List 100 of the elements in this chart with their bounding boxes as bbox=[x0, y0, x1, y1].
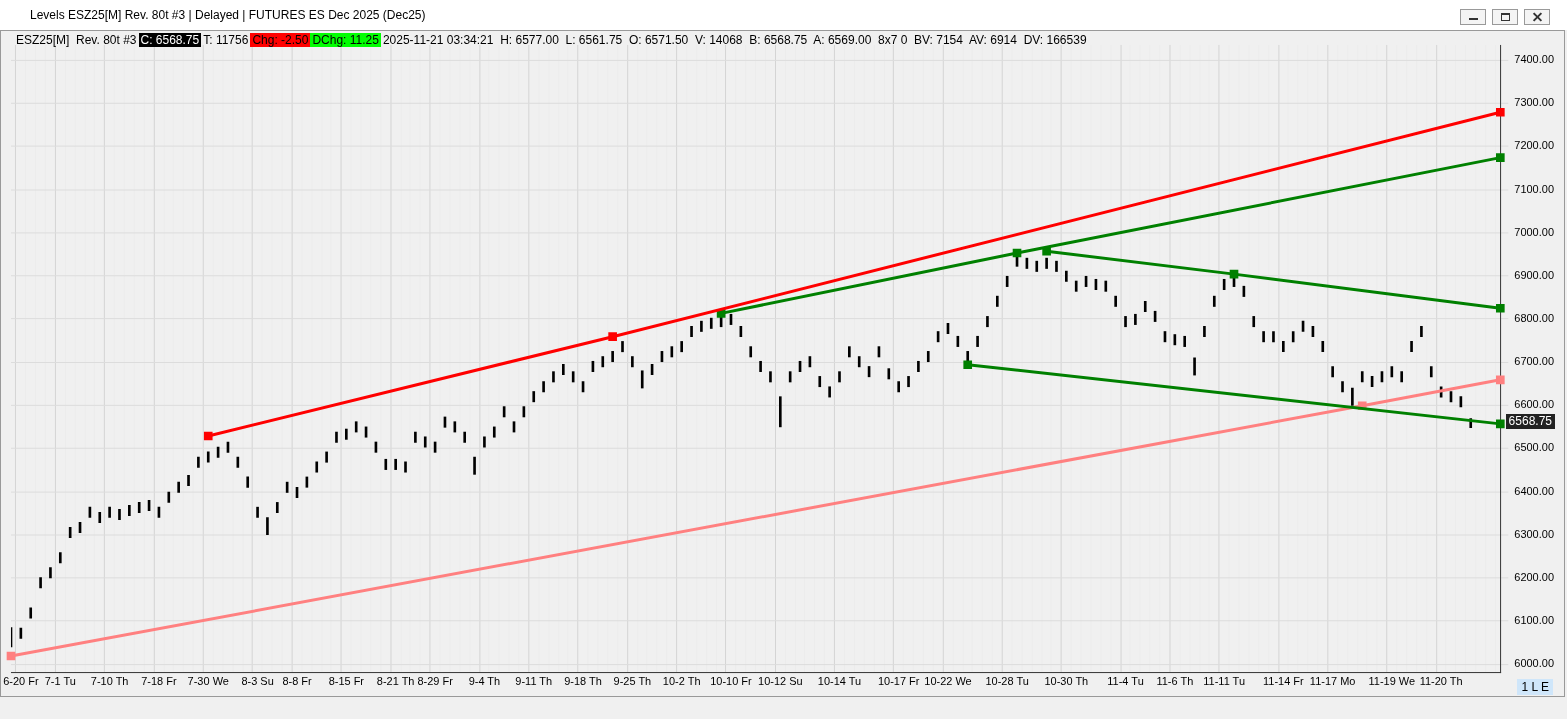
bar bbox=[423, 436, 427, 448]
bar bbox=[315, 461, 319, 473]
x-tick-label: 8-15 Fr bbox=[328, 675, 365, 688]
bar bbox=[788, 371, 792, 383]
bar bbox=[552, 371, 555, 383]
y-tick-label: 7300.00 bbox=[1514, 96, 1554, 109]
x-tick-label: 9-4 Th bbox=[468, 675, 501, 688]
bar bbox=[857, 356, 861, 368]
point bbox=[1042, 246, 1051, 256]
point bbox=[1495, 153, 1505, 162]
bar bbox=[1321, 341, 1325, 353]
bar bbox=[838, 371, 841, 383]
bar bbox=[995, 295, 999, 307]
bar bbox=[483, 436, 486, 448]
y-tick-label: 6600.00 bbox=[1514, 398, 1554, 411]
annotation: Chg: -2.50 bbox=[250, 33, 311, 47]
bar bbox=[621, 341, 624, 353]
y-tick-label: 7100.00 bbox=[1514, 182, 1554, 195]
bar bbox=[1429, 366, 1433, 378]
bar bbox=[1262, 331, 1265, 343]
y-tick-label: 7200.00 bbox=[1514, 139, 1554, 152]
point bbox=[203, 431, 213, 441]
x-tick-label: 11-17 Mo bbox=[1309, 675, 1356, 688]
annotation: ESZ25[M] Rev. 80t #3 bbox=[15, 33, 138, 47]
x-tick-label: 8-29 Fr bbox=[417, 675, 454, 688]
point bbox=[1012, 248, 1022, 258]
bar bbox=[167, 491, 171, 503]
bar bbox=[325, 451, 328, 463]
bar bbox=[690, 326, 693, 338]
x-tick-label: 11-4 Tu bbox=[1107, 675, 1144, 688]
bar bbox=[473, 456, 476, 475]
bar bbox=[1104, 280, 1108, 292]
bar bbox=[453, 421, 457, 433]
y-tick-label: 6300.00 bbox=[1514, 527, 1554, 540]
bar bbox=[1341, 381, 1344, 393]
bar bbox=[670, 346, 674, 358]
bar bbox=[492, 426, 496, 438]
bar bbox=[709, 317, 713, 329]
x-tick-label: 7-18 Fr bbox=[141, 675, 177, 688]
bar bbox=[354, 421, 358, 433]
x-tick-label: 7-10 Th bbox=[90, 675, 129, 688]
bar bbox=[1212, 295, 1216, 307]
y-tick-label: 6800.00 bbox=[1514, 312, 1554, 325]
x-tick-label: 7-1 Tu bbox=[44, 675, 76, 688]
bar bbox=[1143, 300, 1147, 312]
y-tick-label: 7400.00 bbox=[1514, 53, 1554, 66]
bar bbox=[187, 474, 190, 486]
bar bbox=[818, 376, 822, 388]
y-tick-label: 6400.00 bbox=[1514, 484, 1554, 497]
bar bbox=[640, 370, 644, 389]
bar bbox=[118, 508, 121, 520]
bar bbox=[769, 371, 772, 383]
x-tick-label: 11-20 Th bbox=[1419, 675, 1463, 688]
point bbox=[1495, 107, 1505, 117]
chart-title: Levels ESZ25[M] Rev. 80t #3 | Delayed | FUTURES ES Dec 2025 (Dec25) bbox=[30, 7, 426, 24]
bar bbox=[631, 356, 634, 368]
point bbox=[608, 332, 617, 342]
bar bbox=[1272, 331, 1275, 343]
bar bbox=[177, 481, 180, 493]
y-tick-label: 6100.00 bbox=[1514, 614, 1554, 627]
bar bbox=[561, 363, 565, 375]
bar bbox=[778, 396, 782, 428]
x-tick-label: 8-8 Fr bbox=[282, 675, 312, 688]
point bbox=[1229, 269, 1239, 279]
x-tick-label: 10-30 Th bbox=[1044, 675, 1089, 688]
bar bbox=[1124, 316, 1127, 328]
bar bbox=[887, 368, 891, 380]
bar bbox=[137, 502, 141, 514]
bar bbox=[700, 320, 703, 332]
bar bbox=[58, 552, 62, 564]
bar bbox=[1351, 387, 1354, 406]
bar bbox=[335, 431, 338, 443]
bar bbox=[206, 451, 210, 463]
annotation: DChg: 11.25 bbox=[310, 33, 381, 47]
y-tick-label: 6700.00 bbox=[1514, 355, 1554, 368]
x-tick-label: 8-21 Th bbox=[376, 675, 415, 688]
x-tick-label: 11-11 Tu bbox=[1203, 675, 1246, 688]
bar bbox=[571, 371, 575, 383]
x-tick-label: 10-28 Tu bbox=[985, 675, 1029, 688]
bar bbox=[976, 335, 979, 347]
bar bbox=[532, 391, 536, 403]
bar bbox=[1400, 371, 1404, 383]
bar bbox=[345, 428, 348, 440]
bar bbox=[1074, 280, 1078, 292]
y-tick-label: 6900.00 bbox=[1514, 268, 1554, 281]
x-tick-label: 9-18 Th bbox=[564, 675, 602, 688]
bar bbox=[1114, 295, 1117, 307]
bar bbox=[1065, 270, 1068, 282]
bar bbox=[542, 381, 545, 393]
bar bbox=[601, 356, 605, 368]
bar bbox=[926, 351, 930, 363]
bar bbox=[414, 431, 417, 443]
bar bbox=[986, 316, 989, 328]
x-tick-label: 6-20 Fr bbox=[3, 675, 39, 688]
bar bbox=[907, 376, 910, 388]
bar bbox=[611, 351, 614, 363]
bar bbox=[197, 456, 200, 468]
x-tick-label: 8-3 Su bbox=[241, 675, 274, 688]
bar bbox=[1252, 316, 1256, 328]
x-tick-label: 9-11 Th bbox=[515, 675, 553, 688]
